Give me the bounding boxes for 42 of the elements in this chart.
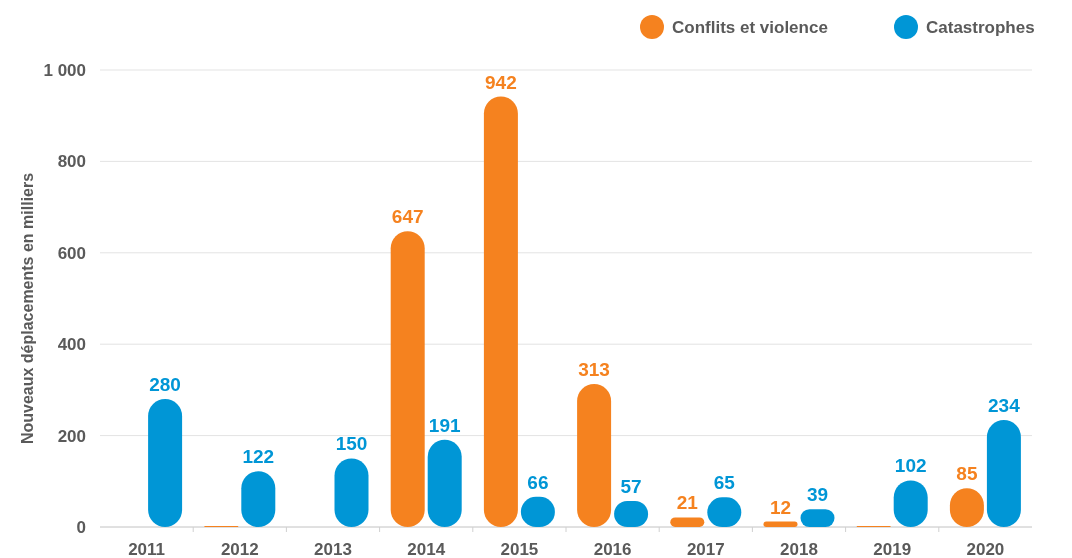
data-label: 150 [335,433,368,455]
y-tick-label: 400 [57,335,86,355]
x-tick-label: 2016 [593,540,632,558]
data-label: 942 [485,71,517,93]
y-tick-label: 0 [76,518,86,537]
y-tick-label: 800 [57,152,86,172]
x-tick-label: 2015 [500,540,539,558]
data-label: 313 [578,358,610,380]
data-label: 65 [713,472,736,494]
x-tick-label: 2017 [686,540,725,558]
bar [577,383,612,527]
data-label: 102 [894,455,927,477]
data-label: 21 [676,492,699,514]
data-label: 191 [428,414,461,436]
data-label: 66 [527,471,549,493]
data-label: 12 [769,496,792,518]
data-label: 647 [391,206,424,228]
bar [427,439,462,527]
x-tick-label: 2012 [220,540,259,558]
legend-label: Conflits et violence [672,18,828,37]
y-axis-title: Nouveaux déplacements en milliers [19,172,36,445]
y-tick-label: 200 [57,426,86,446]
data-label: 39 [806,484,829,506]
y-tick-label: 600 [57,243,86,263]
x-tick-label: 2013 [314,540,352,558]
bar [483,96,518,527]
x-tick-label: 2019 [873,540,912,558]
x-tick-label: 2018 [780,540,818,558]
data-label: 280 [149,374,181,396]
bar [148,399,183,527]
x-tick-label: 2020 [966,540,1005,558]
legend-label: Catastrophes [926,18,1035,37]
bar [670,517,705,527]
y-tick-label: 1 000 [43,61,86,80]
x-tick-label: 2014 [407,540,446,558]
x-tick-label: 2011 [128,540,166,558]
data-label: 57 [620,475,642,497]
data-label: 122 [242,446,275,468]
data-label: 85 [956,463,978,485]
data-label: 234 [988,395,1021,417]
bar [390,231,425,527]
bar [986,420,1021,527]
